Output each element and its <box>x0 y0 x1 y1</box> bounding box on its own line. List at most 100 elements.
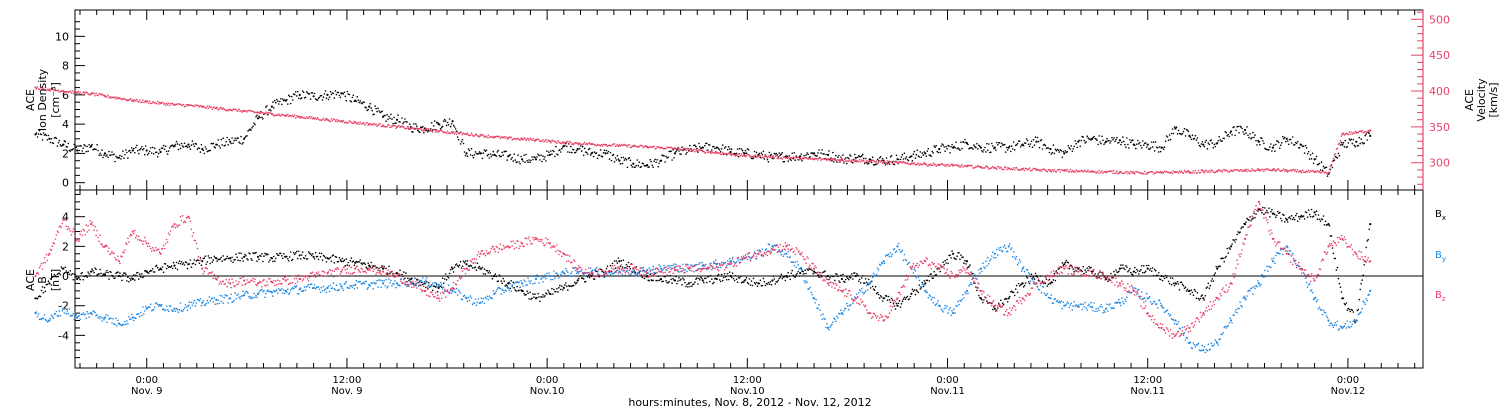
bx-series-point <box>323 255 326 258</box>
ion-density-series-point <box>689 144 691 147</box>
ion-density-series-point <box>122 150 124 152</box>
ion-density-series-point <box>1263 142 1265 145</box>
ion-density-series-point <box>1158 146 1161 148</box>
velocity-series-point <box>155 102 158 105</box>
bx-series-point <box>514 289 516 291</box>
ion-density-series-point <box>825 153 827 156</box>
ion-density-series-point <box>901 153 904 156</box>
bx-series-point <box>501 282 504 285</box>
bx-series-point <box>171 267 174 270</box>
ion-density-series-point <box>823 153 825 155</box>
bx-series-point <box>802 270 804 273</box>
bx-series-point <box>606 265 609 268</box>
bx-series-point <box>1357 308 1360 311</box>
bx-series-point <box>713 281 715 284</box>
ion-density-series-point <box>1152 141 1155 143</box>
ion-density-series-point <box>233 139 235 142</box>
bx-series-point <box>905 296 908 299</box>
bx-series-point <box>1288 216 1291 218</box>
bx-series-point <box>686 283 688 286</box>
ion-density-series-point <box>59 144 62 146</box>
ion-density-series-point <box>1064 150 1067 152</box>
velocity-series-point <box>407 126 409 128</box>
by-series-point <box>128 316 130 318</box>
x-tick-label-date: Nov.10 <box>730 386 765 397</box>
bx-series-point <box>1210 280 1213 282</box>
velocity-series-point <box>390 126 392 128</box>
velocity-series-point <box>682 148 684 151</box>
bx-series-point <box>906 295 909 298</box>
bx-series-point <box>1194 290 1197 293</box>
ion-density-series-point <box>1044 144 1047 147</box>
bx-series-point <box>1335 269 1338 271</box>
bx-series-point <box>241 257 243 260</box>
ion-density-series-point <box>935 144 937 147</box>
bx-series-point <box>1265 211 1267 214</box>
by-series-point <box>430 284 433 287</box>
bx-series-point <box>1159 278 1162 281</box>
ion-density-series-point <box>532 158 534 161</box>
velocity-series-point <box>420 128 422 130</box>
bx-series-point <box>1222 257 1224 260</box>
velocity-series-point <box>109 95 111 98</box>
ion-density-series-point <box>175 140 178 143</box>
ion-density-series-point <box>593 151 596 153</box>
velocity-series-point <box>1239 169 1241 172</box>
bx-series-point <box>486 270 489 272</box>
ion-density-series-point <box>1030 140 1033 143</box>
ion-density-series-point <box>720 148 723 150</box>
ion-density-series-point <box>788 155 790 157</box>
ion-density-series-point <box>903 152 906 154</box>
ion-density-series-point <box>1256 144 1258 146</box>
bx-series-point <box>828 278 830 281</box>
ion-density-series-point <box>438 124 441 126</box>
ion-density-series-point <box>1259 143 1261 146</box>
bx-series-point <box>477 267 480 269</box>
by-series-point <box>485 297 488 300</box>
ion-density-series-point <box>377 107 379 110</box>
bx-series-point <box>806 268 808 270</box>
bx-series-point <box>225 257 227 260</box>
velocity-series-point <box>999 167 1001 170</box>
ion-density-series-point <box>664 161 666 163</box>
bx-series-point <box>850 277 852 279</box>
bx-series-point <box>451 267 454 270</box>
velocity-series-point <box>1306 170 1309 173</box>
bx-series-point <box>306 258 309 260</box>
by-series-point <box>333 288 336 290</box>
by-series-point <box>329 284 332 287</box>
ion-density-series-point <box>940 145 942 147</box>
bx-series-point <box>1175 283 1178 285</box>
bx-series-point <box>150 270 153 272</box>
ion-density-series-point <box>907 159 910 162</box>
velocity-series-point <box>1052 170 1055 172</box>
by-series-point <box>343 283 346 286</box>
bx-series-point <box>220 256 222 259</box>
bx-series-point <box>1214 272 1217 274</box>
bx-series-point <box>250 258 252 260</box>
velocity-series-point <box>1070 171 1073 173</box>
ion-density-series-point <box>1071 150 1074 153</box>
velocity-series-point <box>754 154 757 156</box>
by-series-point <box>320 286 323 289</box>
velocity-series-point <box>458 132 461 135</box>
bx-series-point <box>321 259 324 261</box>
velocity-series-point <box>481 133 484 136</box>
bx-series-point <box>139 273 141 276</box>
bx-series-point <box>1137 270 1139 272</box>
ion-density-series-point <box>936 150 938 153</box>
bx-series-point <box>917 291 920 294</box>
ion-density-series-point <box>976 142 978 145</box>
velocity-series-point <box>1118 172 1120 175</box>
by-series-point <box>436 286 439 288</box>
bx-series-point <box>685 285 687 288</box>
ion-density-series-point <box>1287 143 1290 146</box>
velocity-series-point <box>411 126 413 128</box>
velocity-series-point <box>791 157 793 160</box>
by-series-point <box>345 281 348 283</box>
ion-density-series-point <box>382 115 385 118</box>
velocity-series-point <box>616 143 619 146</box>
velocity-series-point <box>1011 168 1014 171</box>
ion-density-series-point <box>686 151 688 154</box>
by-series-point <box>331 287 334 289</box>
